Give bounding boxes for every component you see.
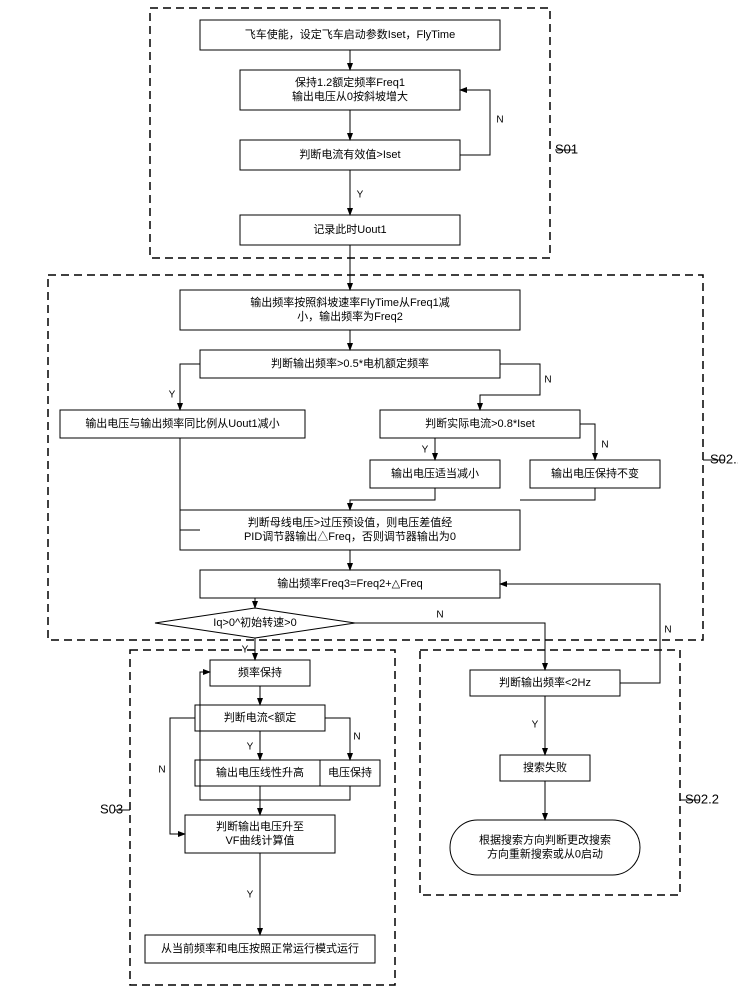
node-text-n7-0: 输出电压与输出频率同比例从Uout1减小 (85, 416, 279, 430)
edge-label-19: N (353, 732, 360, 743)
node-text-n16-0: 输出电压线性升高 (216, 765, 304, 779)
edge-19 (325, 718, 350, 760)
region-tag-s01: S01 (555, 141, 578, 156)
node-text-n13-0: Iq>0^初始转速>0 (213, 615, 296, 629)
node-text-n19-0: 从当前频率和电压按照正常运行模式运行 (161, 941, 359, 955)
edge-label-7: N (544, 375, 551, 386)
edge-11 (350, 488, 435, 510)
node-text-n10-0: 输出电压保持不变 (551, 466, 639, 480)
region-tag-s022: S02.2 (685, 791, 719, 806)
edge-3 (460, 90, 490, 155)
edge-label-24: Y (532, 720, 539, 731)
node-text-n5-1: 小，输出频率为Freq2 (297, 309, 403, 323)
node-text-n6-0: 判断输出频率>0.5*电机额定频率 (271, 356, 429, 370)
node-text-n2-1: 输出电压从0按斜坡增大 (292, 89, 408, 103)
flowchart-canvas: S01 S02.1 S03 S02.2 飞车使能，设定飞车启动参数Iset，FlyTim… (0, 0, 738, 1000)
edge-label-16: Y (242, 645, 249, 656)
region-tag-s021: S02.1 (710, 451, 738, 466)
edge-15 (355, 623, 545, 670)
edge-label-15: N (436, 610, 443, 621)
node-text-n2-0: 保持1.2额定频率Freq1 (295, 75, 405, 89)
node-text-n18-0: 判断输出电压升至 (216, 819, 304, 833)
node-text-n5-0: 输出频率按照斜坡速率FlyTime从Freq1减 (250, 295, 449, 309)
edge-label-26: N (664, 625, 671, 636)
node-text-n1-0: 飞车使能，设定飞车启动参数Iset，FlyTime (245, 27, 455, 41)
edge-label-6: Y (169, 390, 176, 401)
edge-label-9: N (601, 440, 608, 451)
node-text-n9-0: 输出电压适当减小 (391, 466, 479, 480)
edge-6 (180, 364, 200, 410)
node-text-n4-0: 记录此时Uout1 (313, 223, 386, 236)
edge-label-21: Y (247, 890, 254, 901)
node-text-n14-0: 频率保持 (238, 665, 282, 679)
node-text-n22-1: 方向重新搜索或从0启动 (487, 846, 603, 860)
edge-label-8: Y (422, 445, 429, 456)
node-text-n18-1: VF曲线计算值 (225, 833, 294, 847)
edge-12 (520, 488, 595, 500)
edge-label-18: Y (247, 742, 254, 753)
node-text-n15-0: 判断电流<额定 (224, 710, 296, 724)
node-text-n8-0: 判断实际电流>0.8*Iset (425, 416, 535, 430)
node-text-n11-1: PID调节器输出△Freq，否则调节器输出为0 (244, 529, 456, 543)
edge-label-22: N (158, 765, 165, 776)
node-text-n11-0: 判断母线电压>过压预设值，则电压差值经 (248, 515, 452, 529)
node-text-n17-0: 电压保持 (328, 765, 372, 779)
edge-26 (500, 584, 660, 683)
region-tag-s03: S03 (100, 801, 123, 816)
node-text-n12-0: 输出频率Freq3=Freq2+△Freq (277, 576, 422, 590)
edge-9 (580, 424, 595, 460)
node-text-n22-0: 根据搜索方向判断更改搜索 (479, 832, 611, 846)
edge-label-3: N (496, 115, 503, 126)
edge-label-2: Y (357, 190, 364, 201)
node-text-n21-0: 搜索失败 (523, 760, 567, 774)
node-text-n3-0: 判断电流有效值>Iset (299, 147, 400, 161)
node-text-n20-0: 判断输出频率<2Hz (499, 675, 591, 689)
